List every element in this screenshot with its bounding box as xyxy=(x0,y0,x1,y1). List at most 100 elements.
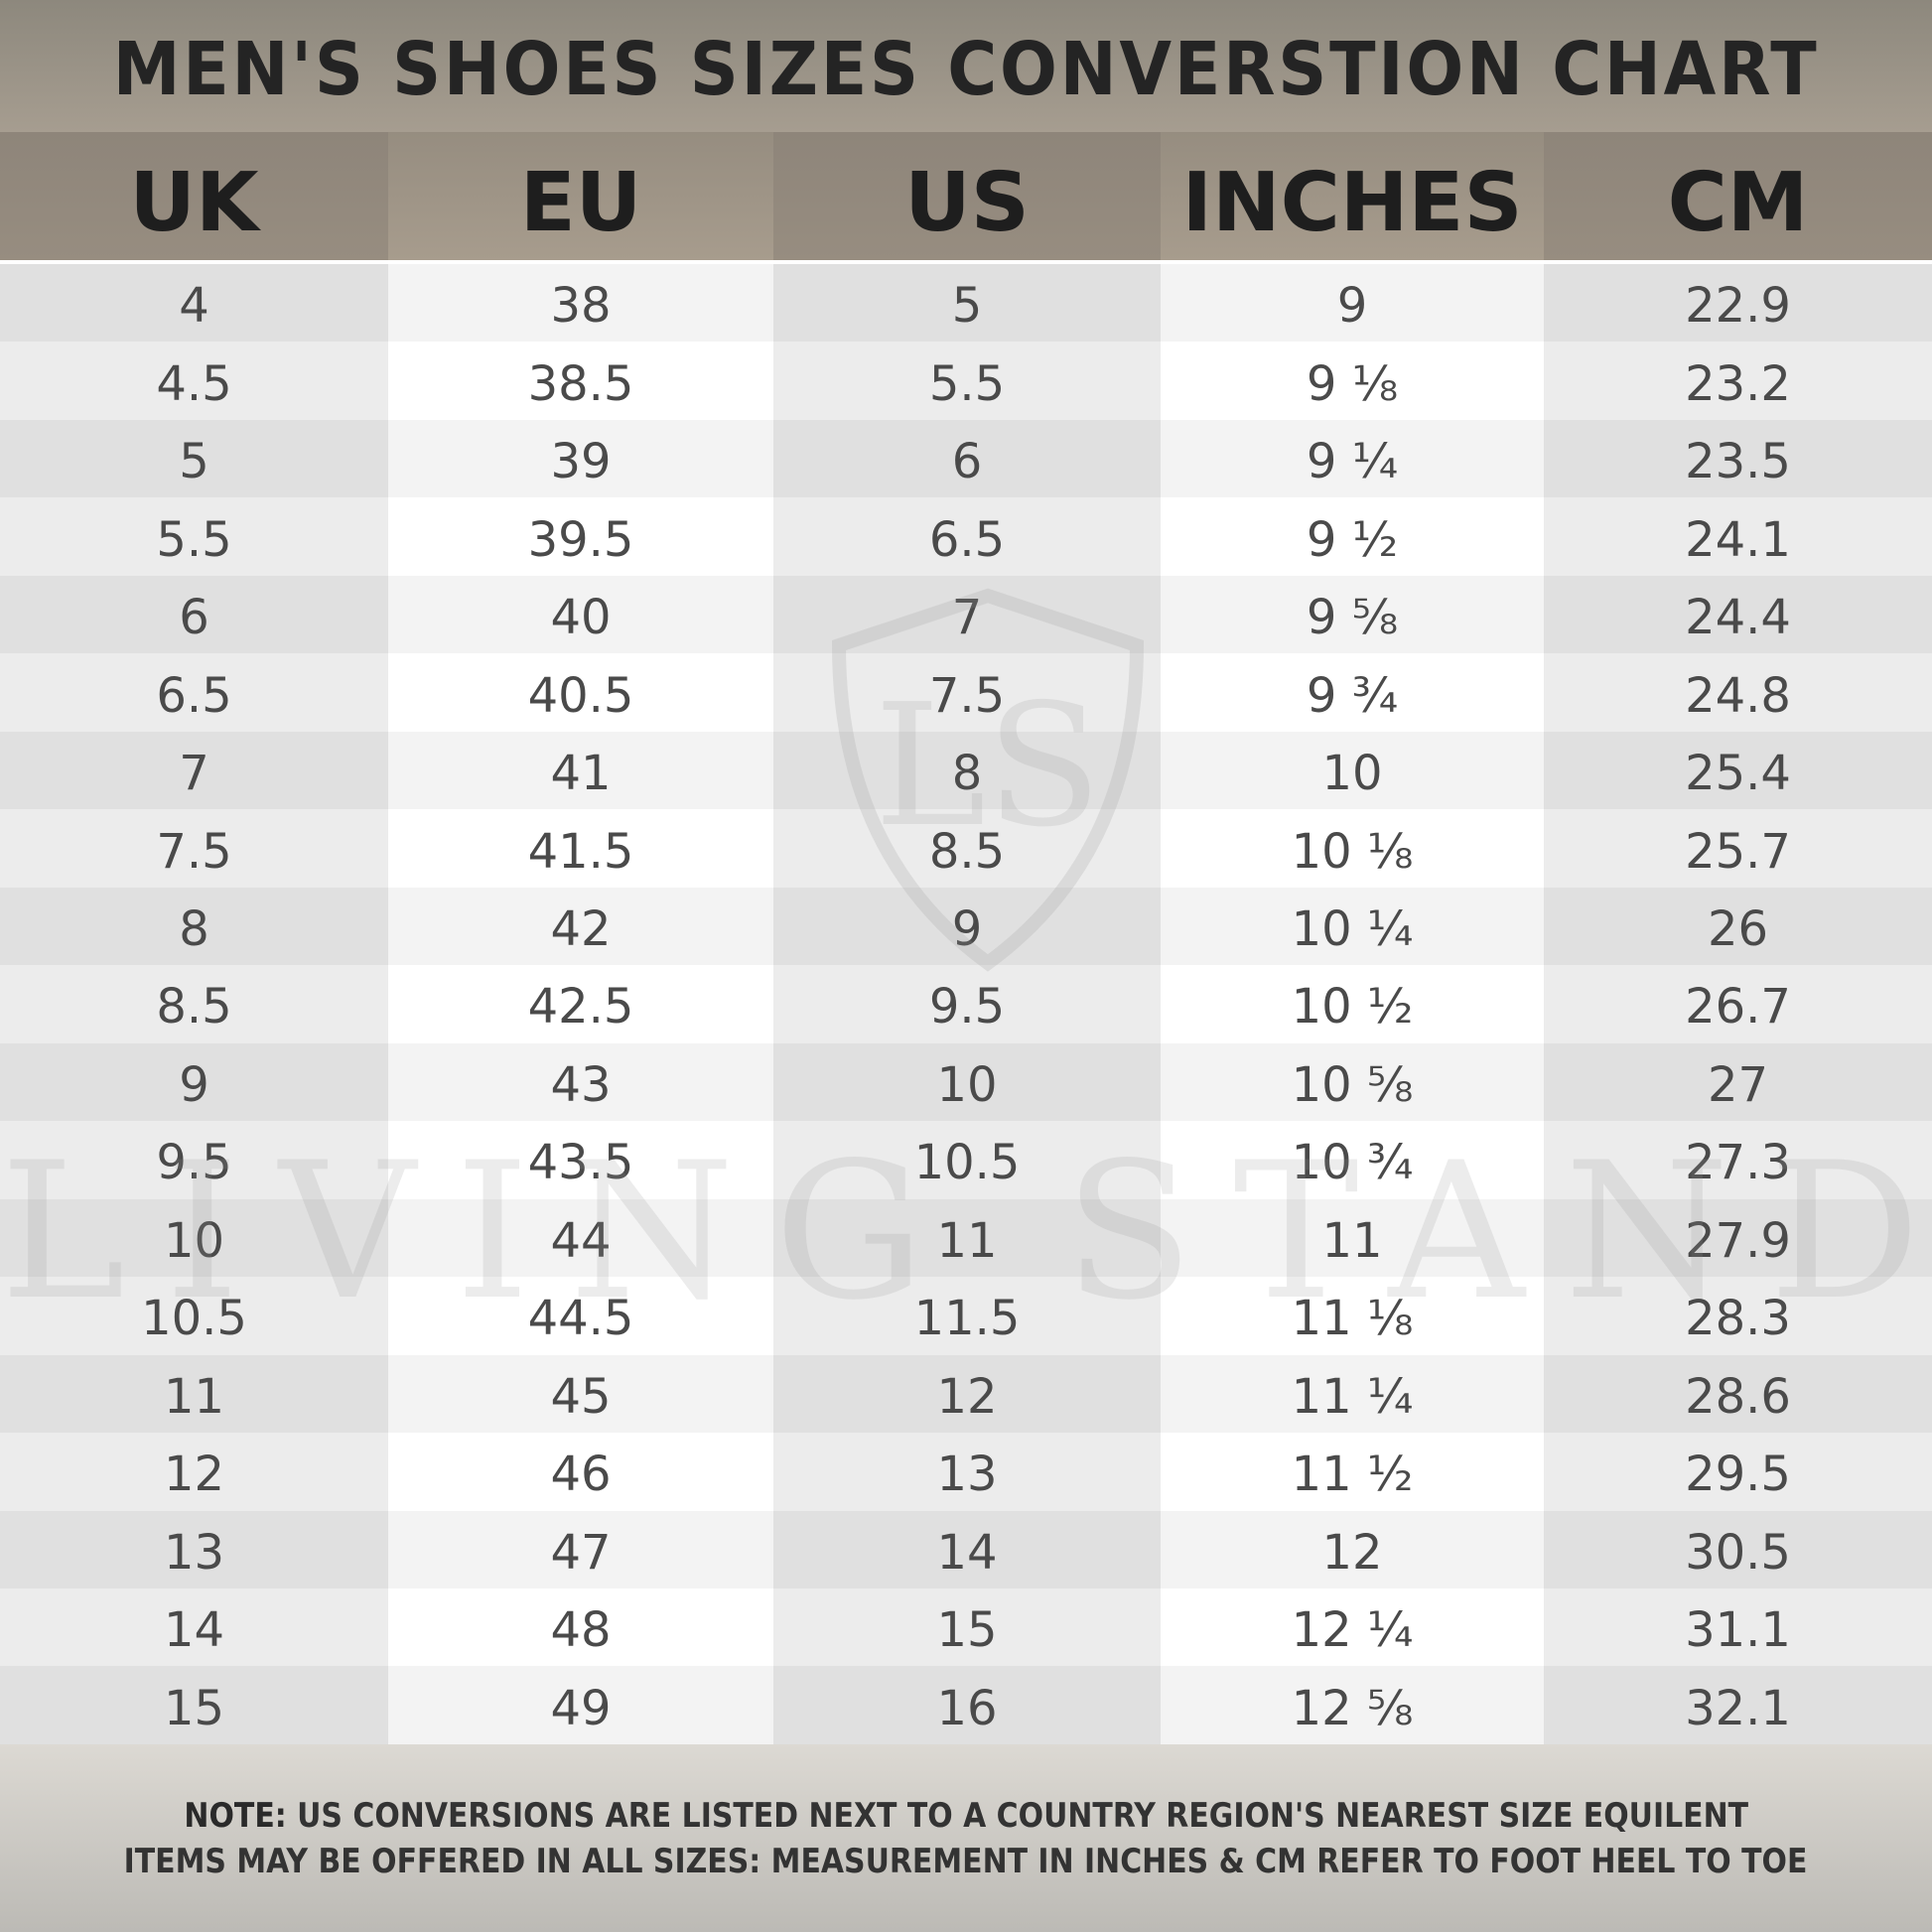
cell-us: 6 xyxy=(773,419,1161,498)
note-line-2: ITEMS MAY BE OFFERED IN ALL SIZES: MEASU… xyxy=(124,1841,1808,1881)
table-row: 13 47 14 12 30.5 xyxy=(0,1510,1932,1588)
cell-inches: 10 xyxy=(1161,731,1544,810)
cell-eu: 47 xyxy=(388,1510,773,1588)
cell-us: 12 xyxy=(773,1354,1161,1434)
cell-cm: 23.5 xyxy=(1544,419,1932,498)
cell-cm: 25.4 xyxy=(1544,731,1932,810)
column-header-uk: UK xyxy=(0,132,388,260)
table-row: 4 38 5 9 22.9 xyxy=(0,264,1932,343)
cell-cm: 27 xyxy=(1544,1042,1932,1122)
cell-us: 7.5 xyxy=(773,653,1161,732)
cell-uk: 7 xyxy=(0,731,388,810)
cell-inches: 11 ⅛ xyxy=(1161,1277,1544,1355)
cell-inches: 9 ⅛ xyxy=(1161,342,1544,420)
cell-cm: 32.1 xyxy=(1544,1666,1932,1744)
table-row: 15 49 16 12 ⅝ 32.1 xyxy=(0,1666,1932,1744)
cell-us: 13 xyxy=(773,1433,1161,1511)
table-row: 11 45 12 11 ¼ 28.6 xyxy=(0,1354,1932,1434)
cell-cm: 25.7 xyxy=(1544,809,1932,888)
cell-us: 16 xyxy=(773,1666,1161,1744)
cell-inches: 10 ½ xyxy=(1161,965,1544,1043)
cell-inches: 12 ⅝ xyxy=(1161,1666,1544,1744)
page-title: MEN'S SHOES SIZES CONVERSTION CHART xyxy=(112,26,1820,112)
cell-eu: 44 xyxy=(388,1198,773,1278)
cell-inches: 9 xyxy=(1161,264,1544,343)
cell-eu: 40.5 xyxy=(388,653,773,732)
cell-us: 14 xyxy=(773,1510,1161,1588)
cell-eu: 42.5 xyxy=(388,965,773,1043)
cell-uk: 4 xyxy=(0,264,388,343)
cell-eu: 44.5 xyxy=(388,1277,773,1355)
cell-us: 15 xyxy=(773,1587,1161,1667)
cell-eu: 38 xyxy=(388,264,773,343)
cell-eu: 41.5 xyxy=(388,809,773,888)
column-header-us: US xyxy=(773,132,1161,260)
cell-inches: 11 ½ xyxy=(1161,1433,1544,1511)
cell-inches: 12 xyxy=(1161,1510,1544,1588)
cell-us: 9 xyxy=(773,887,1161,966)
cell-uk: 10.5 xyxy=(0,1277,388,1355)
cell-eu: 43.5 xyxy=(388,1121,773,1199)
cell-us: 9.5 xyxy=(773,965,1161,1043)
table-row: 5 39 6 9 ¼ 23.5 xyxy=(0,419,1932,498)
table-row: 9.5 43.5 10.5 10 ¾ 27.3 xyxy=(0,1121,1932,1199)
table-row: 8 42 9 10 ¼ 26 xyxy=(0,887,1932,966)
cell-eu: 49 xyxy=(388,1666,773,1744)
cell-eu: 39 xyxy=(388,419,773,498)
cell-us: 6.5 xyxy=(773,497,1161,576)
cell-uk: 11 xyxy=(0,1354,388,1434)
table-row: 10.5 44.5 11.5 11 ⅛ 28.3 xyxy=(0,1277,1932,1355)
table-row: 14 48 15 12 ¼ 31.1 xyxy=(0,1587,1932,1667)
cell-inches: 10 ⅛ xyxy=(1161,809,1544,888)
note-label: NOTE: xyxy=(184,1795,287,1836)
cell-eu: 43 xyxy=(388,1042,773,1122)
cell-us: 7 xyxy=(773,575,1161,654)
cell-inches: 12 ¼ xyxy=(1161,1587,1544,1667)
cell-eu: 48 xyxy=(388,1587,773,1667)
cell-cm: 26 xyxy=(1544,887,1932,966)
cell-uk: 4.5 xyxy=(0,342,388,420)
cell-uk: 5 xyxy=(0,419,388,498)
table-row: 4.5 38.5 5.5 9 ⅛ 23.2 xyxy=(0,342,1932,420)
cell-cm: 27.9 xyxy=(1544,1198,1932,1278)
footer-note: NOTE: US CONVERSIONS ARE LISTED NEXT TO … xyxy=(0,1744,1932,1932)
cell-eu: 42 xyxy=(388,887,773,966)
table-row: 6 40 7 9 ⅝ 24.4 xyxy=(0,575,1932,654)
cell-us: 5 xyxy=(773,264,1161,343)
cell-us: 11.5 xyxy=(773,1277,1161,1355)
cell-cm: 24.8 xyxy=(1544,653,1932,732)
table-row: 7 41 8 10 25.4 xyxy=(0,731,1932,810)
column-header-inches: INCHES xyxy=(1161,132,1544,260)
note-line-1: NOTE: US CONVERSIONS ARE LISTED NEXT TO … xyxy=(184,1793,1748,1839)
cell-eu: 45 xyxy=(388,1354,773,1434)
cell-cm: 22.9 xyxy=(1544,264,1932,343)
cell-uk: 14 xyxy=(0,1587,388,1667)
cell-us: 10.5 xyxy=(773,1121,1161,1199)
table-row: 7.5 41.5 8.5 10 ⅛ 25.7 xyxy=(0,809,1932,888)
column-header-cm: CM xyxy=(1544,132,1932,260)
cell-eu: 39.5 xyxy=(388,497,773,576)
column-header-eu: EU xyxy=(388,132,773,260)
cell-eu: 38.5 xyxy=(388,342,773,420)
table-row: 12 46 13 11 ½ 29.5 xyxy=(0,1433,1932,1511)
cell-uk: 9 xyxy=(0,1042,388,1122)
cell-uk: 12 xyxy=(0,1433,388,1511)
cell-uk: 8 xyxy=(0,887,388,966)
cell-us: 11 xyxy=(773,1198,1161,1278)
cell-eu: 46 xyxy=(388,1433,773,1511)
cell-us: 8 xyxy=(773,731,1161,810)
cell-uk: 8.5 xyxy=(0,965,388,1043)
cell-inches: 10 ⅝ xyxy=(1161,1042,1544,1122)
table-row: 6.5 40.5 7.5 9 ¾ 24.8 xyxy=(0,653,1932,732)
cell-eu: 41 xyxy=(388,731,773,810)
title-band: MEN'S SHOES SIZES CONVERSTION CHART xyxy=(0,0,1932,132)
table-header: UK EU US INCHES CM xyxy=(0,132,1932,264)
cell-cm: 27.3 xyxy=(1544,1121,1932,1199)
size-table: 4 38 5 9 22.9 4.5 38.5 5.5 9 ⅛ 23.2 5 39 6 9 ¼ 23.5 5.5… xyxy=(0,264,1932,1744)
cell-inches: 11 ¼ xyxy=(1161,1354,1544,1434)
cell-inches: 10 ¼ xyxy=(1161,887,1544,966)
cell-us: 10 xyxy=(773,1042,1161,1122)
cell-cm: 29.5 xyxy=(1544,1433,1932,1511)
cell-inches: 9 ⅝ xyxy=(1161,575,1544,654)
cell-uk: 15 xyxy=(0,1666,388,1744)
